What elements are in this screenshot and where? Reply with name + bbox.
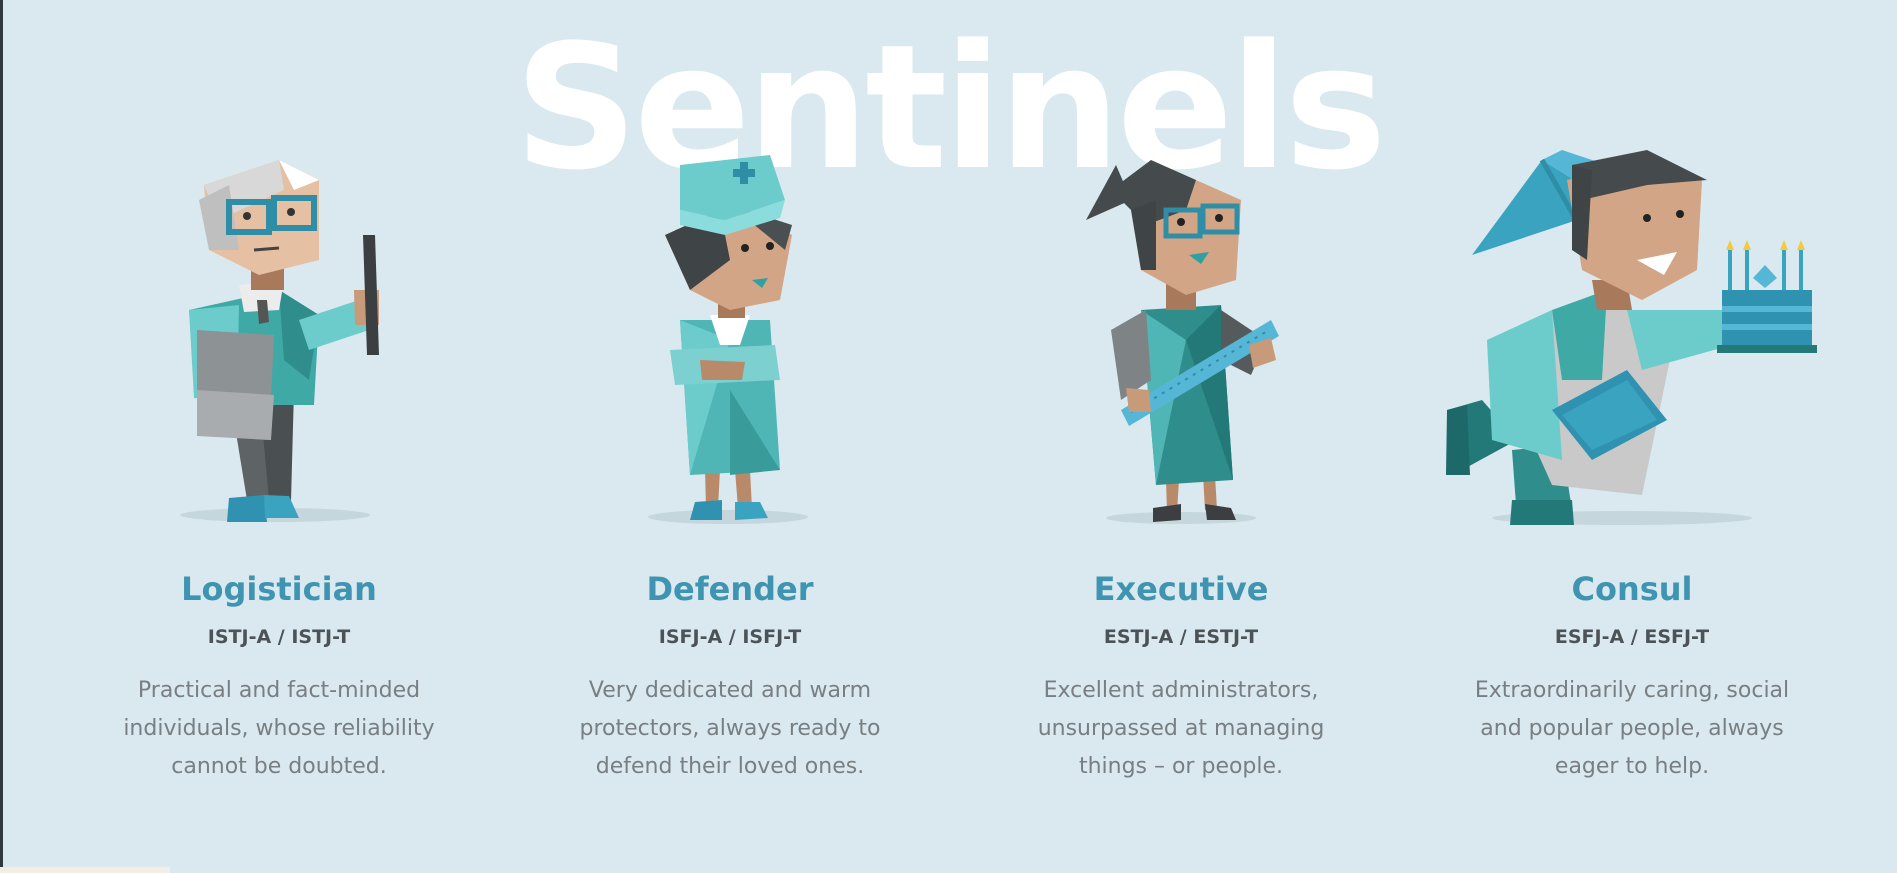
personality-card-consul[interactable]: Consul ESFJ-A / ESFJ-T Extraordinarily c… bbox=[1432, 140, 1832, 800]
personality-description: Extraordinarily caring, social and popul… bbox=[1474, 678, 1790, 779]
personality-card-logistician[interactable]: Logistician ISTJ-A / ISTJ-T Practical an… bbox=[79, 140, 479, 800]
personality-description: Very dedicated and warm protectors, alwa… bbox=[579, 678, 881, 779]
personality-name[interactable]: Defender bbox=[646, 570, 814, 608]
section-title: Sentinels bbox=[514, 7, 1387, 208]
personality-card-defender[interactable]: Defender ISFJ-A / ISFJ-T Very dedicated … bbox=[530, 140, 930, 800]
personality-name[interactable]: Logistician bbox=[181, 570, 377, 608]
consul-cake-figure-icon bbox=[1446, 150, 1817, 525]
executive-ruler-figure-icon bbox=[1086, 160, 1279, 524]
page-corner-strip bbox=[0, 867, 170, 873]
window-edge bbox=[0, 0, 3, 873]
personality-description: Excellent administrators, unsurpassed at… bbox=[1037, 678, 1325, 779]
personality-codes: ISTJ-A / ISTJ-T bbox=[207, 626, 351, 648]
defender-nurse-figure-icon bbox=[648, 155, 808, 524]
logistician-figure-icon bbox=[180, 160, 379, 522]
personality-codes: ISFJ-A / ISFJ-T bbox=[658, 626, 802, 648]
personality-name[interactable]: Executive bbox=[1093, 570, 1269, 608]
personality-name[interactable]: Consul bbox=[1571, 570, 1693, 608]
personality-codes: ESFJ-A / ESFJ-T bbox=[1554, 626, 1710, 648]
personality-card-executive[interactable]: Executive ESTJ-A / ESTJ-T Excellent admi… bbox=[981, 140, 1381, 800]
personality-codes: ESTJ-A / ESTJ-T bbox=[1103, 626, 1259, 648]
personality-description: Practical and fact-minded individuals, w… bbox=[123, 678, 435, 779]
